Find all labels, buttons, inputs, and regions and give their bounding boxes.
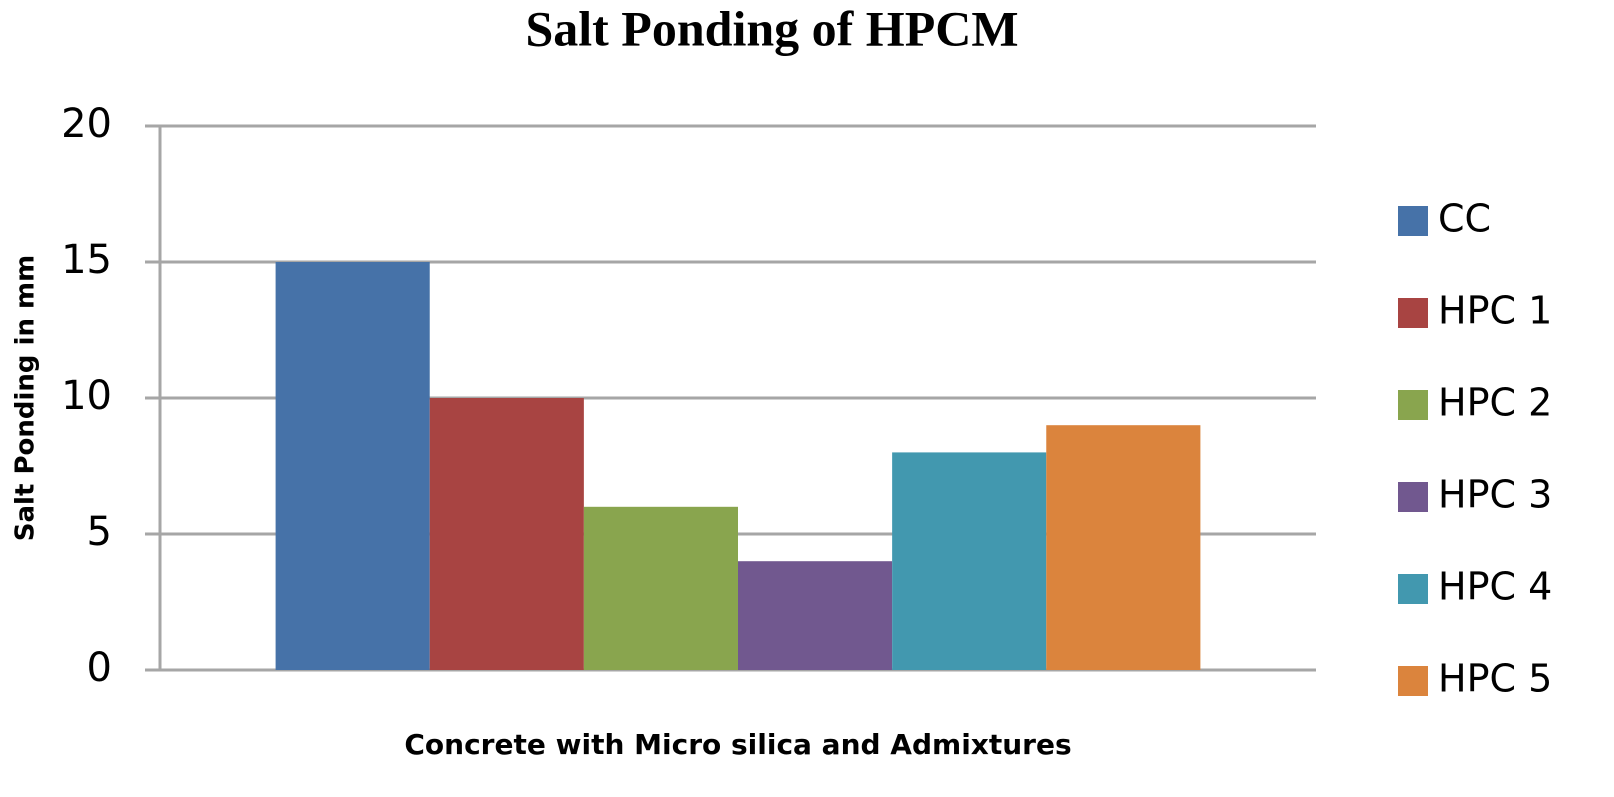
legend-label: CC — [1438, 197, 1491, 241]
legend-label: HPC 4 — [1438, 565, 1552, 609]
bar — [738, 561, 893, 670]
x-axis-label: Concrete with Micro silica and Admixture… — [404, 728, 1071, 761]
y-tick-label: 15 — [61, 237, 112, 283]
legend-label: HPC 5 — [1438, 657, 1552, 701]
legend-swatch — [1398, 390, 1428, 420]
legend-swatch — [1398, 574, 1428, 604]
bar — [275, 262, 430, 670]
bar — [892, 452, 1047, 670]
legend-swatch — [1398, 482, 1428, 512]
legend-swatch — [1398, 298, 1428, 328]
legend-swatch — [1398, 206, 1428, 236]
legend-label: HPC 2 — [1438, 381, 1552, 425]
bar — [583, 506, 738, 670]
y-axis-label: Salt Ponding in mm — [11, 255, 41, 541]
legend-swatch — [1398, 666, 1428, 696]
bar — [429, 398, 584, 670]
y-tick-label: 10 — [61, 373, 112, 419]
legend-label: HPC 1 — [1438, 289, 1552, 333]
y-tick-label: 0 — [87, 645, 112, 691]
legend-label: HPC 3 — [1438, 473, 1552, 517]
y-tick-label: 20 — [61, 101, 112, 147]
chart-title: Salt Ponding of HPCM — [525, 0, 1018, 56]
y-tick-label: 5 — [87, 509, 112, 555]
bar — [1046, 425, 1201, 670]
